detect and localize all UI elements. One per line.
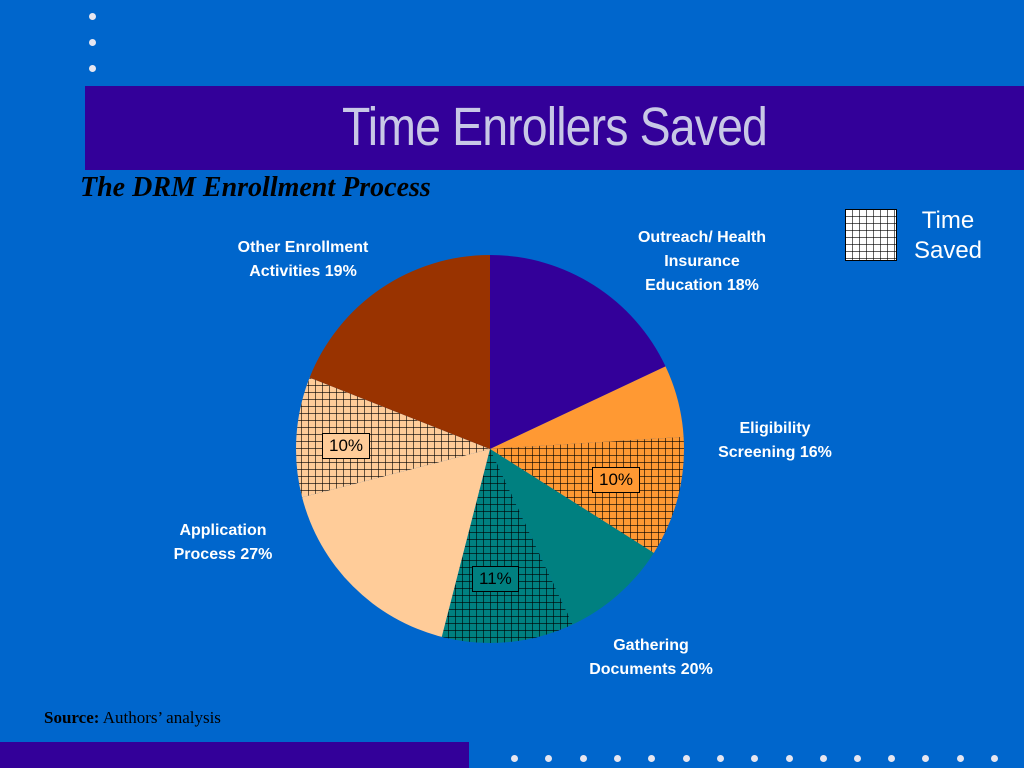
pie-slice-0 <box>490 255 666 449</box>
label-outreach-line1: Outreach/ Health <box>637 229 767 246</box>
dot <box>614 755 621 762</box>
dot <box>89 65 96 72</box>
dot <box>511 755 518 762</box>
source-note: Source: Authors’ analysis <box>44 708 221 728</box>
source-text: Authors’ analysis <box>102 708 221 727</box>
pie-slice-pattern-4 <box>441 449 573 644</box>
pie-slice-7 <box>309 255 490 449</box>
dot <box>89 39 96 46</box>
pie-slice-pattern-2 <box>490 436 684 553</box>
legend-swatch-time-saved <box>845 209 897 261</box>
dot <box>717 755 724 762</box>
time-saved-label-gathering: 11% <box>472 566 519 592</box>
legend-label: Time Saved <box>898 206 998 266</box>
label-application-line2: Process 27% <box>173 546 273 563</box>
label-outreach: Outreach/ Health Insurance Education 18% <box>617 226 787 298</box>
dot <box>751 755 758 762</box>
label-gathering-line2: Documents 20% <box>589 661 713 678</box>
label-eligibility-line1: Eligibility <box>739 420 811 437</box>
label-other: Other Enrollment Activities 19% <box>218 236 388 284</box>
dot <box>820 755 827 762</box>
label-gathering: Gathering Documents 20% <box>566 634 736 682</box>
dot <box>854 755 861 762</box>
dot <box>991 755 998 762</box>
label-application-line1: Application <box>179 522 267 539</box>
label-application: Application Process 27% <box>138 519 308 567</box>
title-band: Time Enrollers Saved <box>85 86 1024 170</box>
time-saved-label-eligibility: 10% <box>592 467 641 493</box>
dot <box>786 755 793 762</box>
dot <box>648 755 655 762</box>
label-eligibility-line2: Screening 16% <box>718 444 832 461</box>
pie-slice-1 <box>490 366 684 449</box>
chart-subtitle: The DRM Enrollment Process <box>80 172 431 203</box>
dot <box>545 755 552 762</box>
source-label: Source: <box>44 708 100 727</box>
dot <box>580 755 587 762</box>
dot <box>957 755 964 762</box>
pie-slice-3 <box>490 449 654 625</box>
legend-label-line2: Saved <box>913 237 983 264</box>
label-outreach-line2: Insurance <box>664 253 740 270</box>
page-title: Time Enrollers Saved <box>341 97 768 157</box>
pie-slice-pattern-6 <box>296 377 490 498</box>
legend-label-line1: Time <box>921 207 975 234</box>
dot <box>922 755 929 762</box>
dot <box>683 755 690 762</box>
label-other-line2: Activities 19% <box>249 263 357 280</box>
label-outreach-line3: Education 18% <box>645 277 759 294</box>
dot <box>89 13 96 20</box>
label-eligibility: Eligibility Screening 16% <box>690 417 860 465</box>
label-other-line1: Other Enrollment <box>237 239 369 256</box>
dot <box>888 755 895 762</box>
time-saved-label-application: 10% <box>322 433 371 459</box>
label-gathering-line1: Gathering <box>613 637 689 654</box>
pie-slice-5 <box>302 449 490 637</box>
horizontal-dot-decoration <box>0 755 1024 765</box>
bottom-band <box>0 742 469 768</box>
